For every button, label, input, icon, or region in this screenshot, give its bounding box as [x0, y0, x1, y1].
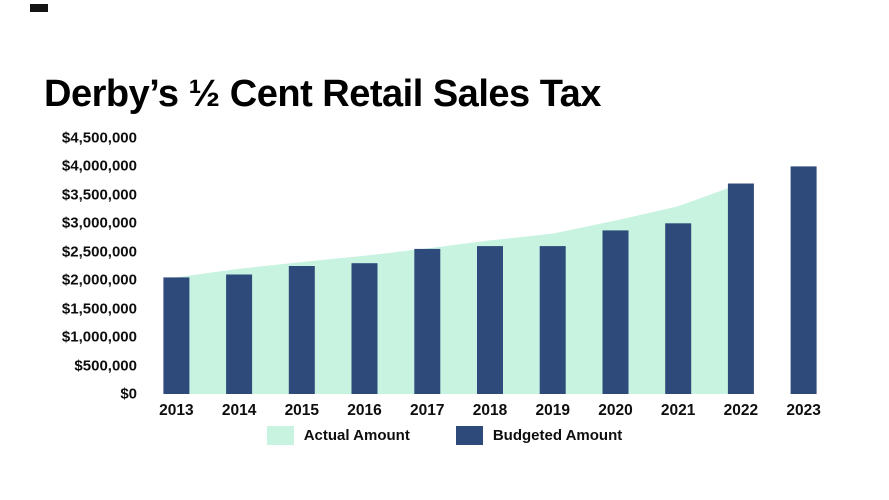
budgeted-amount-bar	[414, 248, 441, 394]
y-tick-label: $1,000,000	[61, 328, 137, 346]
budgeted-amount-bar	[665, 223, 692, 394]
chart-legend: Actual Amount Budgeted Amount	[0, 426, 889, 445]
y-tick-label: $500,000	[74, 357, 137, 375]
x-axis-label: 2017	[410, 402, 445, 419]
y-tick-label: $3,000,000	[61, 214, 137, 232]
legend-label: Actual Amount	[303, 427, 410, 444]
actual-amount-area	[176, 183, 741, 394]
budgeted-amount-bar	[351, 263, 378, 394]
budgeted-amount-bar	[288, 266, 315, 394]
x-axis-label: 2020	[598, 402, 633, 419]
y-tick-label: $2,000,000	[61, 271, 137, 289]
y-tick-label: $2,500,000	[61, 243, 137, 261]
budgeted-amount-bar	[727, 183, 754, 394]
y-tick-label: $1,500,000	[61, 300, 137, 318]
legend-swatch	[455, 426, 483, 445]
x-axis-label: 2014	[221, 402, 257, 419]
y-tick-label: $4,500,000	[61, 129, 137, 147]
x-axis-label: 2021	[660, 402, 696, 419]
x-axis-label: 2013	[159, 402, 194, 419]
legend-label: Budgeted Amount	[492, 427, 623, 444]
y-tick-label: $0	[120, 385, 137, 403]
y-tick-label: $4,000,000	[61, 157, 137, 175]
legend-swatch	[266, 426, 294, 445]
budgeted-amount-bar	[539, 246, 566, 394]
x-axis-label: 2022	[723, 402, 759, 419]
page-title: Derby’s ½ Cent Retail Sales Tax	[44, 73, 601, 116]
legend-item: Actual Amount	[266, 426, 410, 445]
x-axis-label: 2015	[284, 402, 320, 419]
x-axis-label: 2023	[786, 402, 821, 419]
budgeted-amount-bar	[163, 277, 190, 394]
x-axis-label: 2016	[347, 402, 382, 419]
y-tick-label: $3,500,000	[61, 186, 137, 204]
x-axis-label: 2018	[472, 402, 508, 419]
legend-item: Budgeted Amount	[455, 426, 623, 445]
budgeted-amount-bar	[602, 230, 629, 394]
y-axis: $0 $500,000 $1,000,000 $1,500,000 $2,000,000…	[20, 0, 137, 500]
budgeted-amount-bar	[226, 274, 253, 394]
x-axis-label: 2019	[535, 402, 570, 419]
budgeted-amount-bar	[790, 166, 817, 394]
budgeted-amount-bar	[477, 246, 503, 394]
corner-mark	[30, 4, 48, 12]
